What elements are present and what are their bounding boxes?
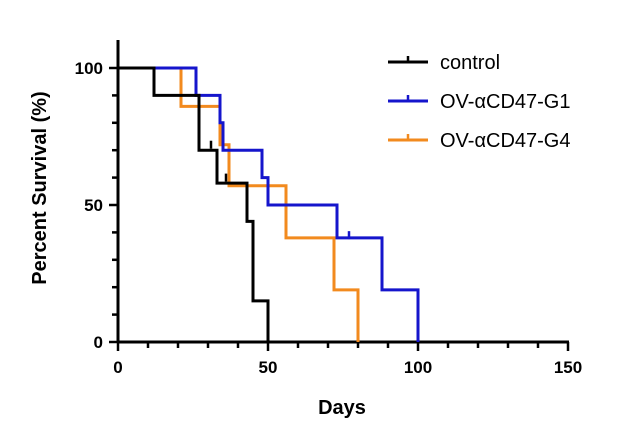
y-axis-title: Percent Survival (%) [29,91,51,284]
legend-item: OV-αCD47-G1 [388,91,571,113]
y-tick-label: 0 [94,333,103,352]
plot-area: 0 50 100 150 0 50 100 [75,40,583,377]
legend-label: control [440,52,500,74]
x-tick-label: 100 [404,358,432,377]
legend: control OV-αCD47-G1 OV-αCD47-G4 [388,52,571,152]
survival-step-line [118,66,420,342]
survival-step-line [118,66,360,342]
legend-item: OV-αCD47-G4 [388,130,571,152]
series-layer [118,66,420,342]
x-tick-label: 50 [259,358,278,377]
survival-step-line [118,66,270,342]
legend-label: OV-αCD47-G1 [440,91,571,113]
axis-ticks: 0 50 100 150 0 50 100 [75,59,583,377]
legend-label: OV-αCD47-G4 [440,130,571,152]
series-OV-αCD47-G4 [118,66,360,342]
series-control [118,66,270,342]
y-tick-label: 50 [84,196,103,215]
legend-item: control [388,52,500,74]
series-OV-αCD47-G1 [118,66,420,342]
y-tick-label: 100 [75,59,103,78]
x-tick-label: 150 [554,358,582,377]
x-axis-title: Days [318,397,366,419]
x-tick-label: 0 [113,358,122,377]
